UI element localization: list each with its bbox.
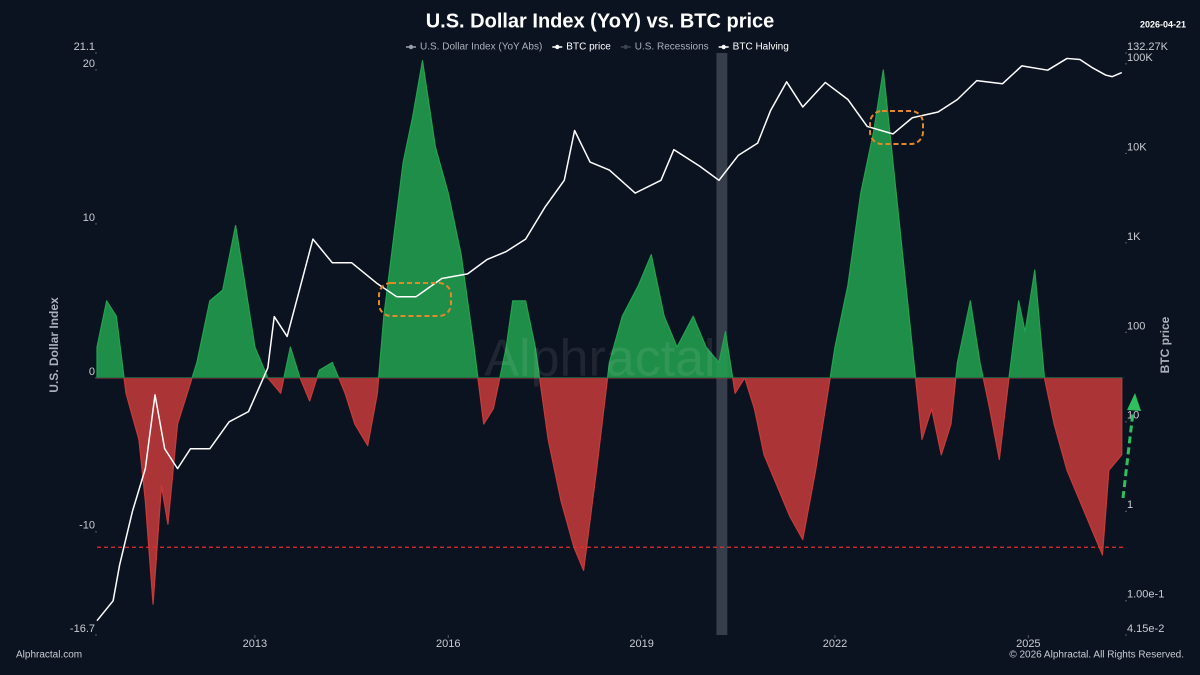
area — [96, 60, 1123, 605]
y-tick-label: -10 — [79, 520, 95, 532]
btc-line — [96, 57, 1123, 622]
x-tick-label: 2016 — [436, 638, 460, 650]
legend-dot — [623, 44, 628, 50]
recession-band — [716, 53, 728, 635]
watermark: Alphractal — [484, 330, 715, 388]
legend-dot — [555, 44, 560, 50]
date: 2026-04-21 — [1140, 19, 1186, 29]
legend-label: U.S. Dollar Index (YoY Abs) — [420, 42, 542, 53]
x-tick-label: 2013 — [243, 638, 267, 650]
footer-left: Alphractal.com — [16, 650, 82, 661]
x-tick-label: 2025 — [1016, 638, 1040, 650]
legend-dot — [408, 44, 414, 50]
y-tick-label: -16.7 — [70, 623, 95, 635]
x-tick-label: 2022 — [823, 638, 847, 650]
chart-title: U.S. Dollar Index (YoY) vs. BTC price — [426, 10, 775, 32]
x-tick-label: 2019 — [629, 638, 653, 650]
y-tick-label: 10 — [83, 212, 95, 224]
y-tick-label: 0 — [89, 366, 95, 378]
y2-tick-label: 4.15e-2 — [1127, 623, 1164, 635]
y2-tick-label: 100K — [1127, 52, 1153, 64]
y-tick-label: 20 — [83, 58, 95, 70]
y2-tick-label: 132.27K — [1127, 41, 1169, 53]
y2-tick-label: 1 — [1127, 499, 1133, 511]
trend-arrow — [1121, 411, 1135, 499]
y2-tick-label: 100 — [1127, 320, 1145, 332]
y2-tick-label: 1K — [1127, 231, 1141, 243]
y-tick-label: 21.1 — [74, 41, 95, 53]
highlight-oval — [869, 110, 924, 145]
legend-dot — [721, 44, 726, 50]
y-axis-title: U.S. Dollar Index — [47, 297, 61, 393]
y2-axis-title: BTC price — [1158, 316, 1172, 373]
legend-label: U.S. Recessions — [635, 42, 709, 53]
legend-label: BTC Halving — [733, 42, 789, 53]
y2-tick-label: 1.00e-1 — [1127, 589, 1164, 601]
highlight-oval — [378, 282, 452, 317]
y2-tick-label: 10K — [1127, 141, 1147, 153]
trend-arrow-head — [1127, 393, 1141, 411]
footer-right: © 2026 Alphractal. All Rights Reserved. — [1009, 650, 1184, 661]
legend-label: BTC price — [566, 42, 611, 53]
